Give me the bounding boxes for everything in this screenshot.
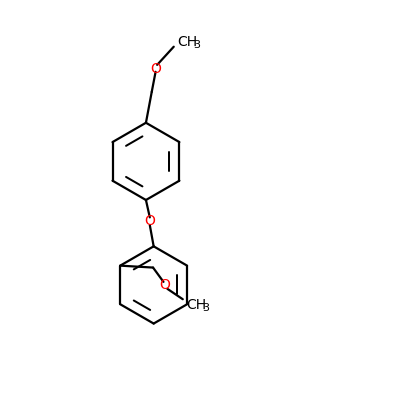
Text: CH: CH: [186, 298, 206, 312]
Text: 3: 3: [202, 304, 209, 314]
Text: O: O: [150, 62, 161, 76]
Text: O: O: [144, 214, 155, 228]
Text: O: O: [159, 278, 170, 292]
Text: CH: CH: [177, 35, 197, 49]
Text: 3: 3: [193, 40, 200, 50]
